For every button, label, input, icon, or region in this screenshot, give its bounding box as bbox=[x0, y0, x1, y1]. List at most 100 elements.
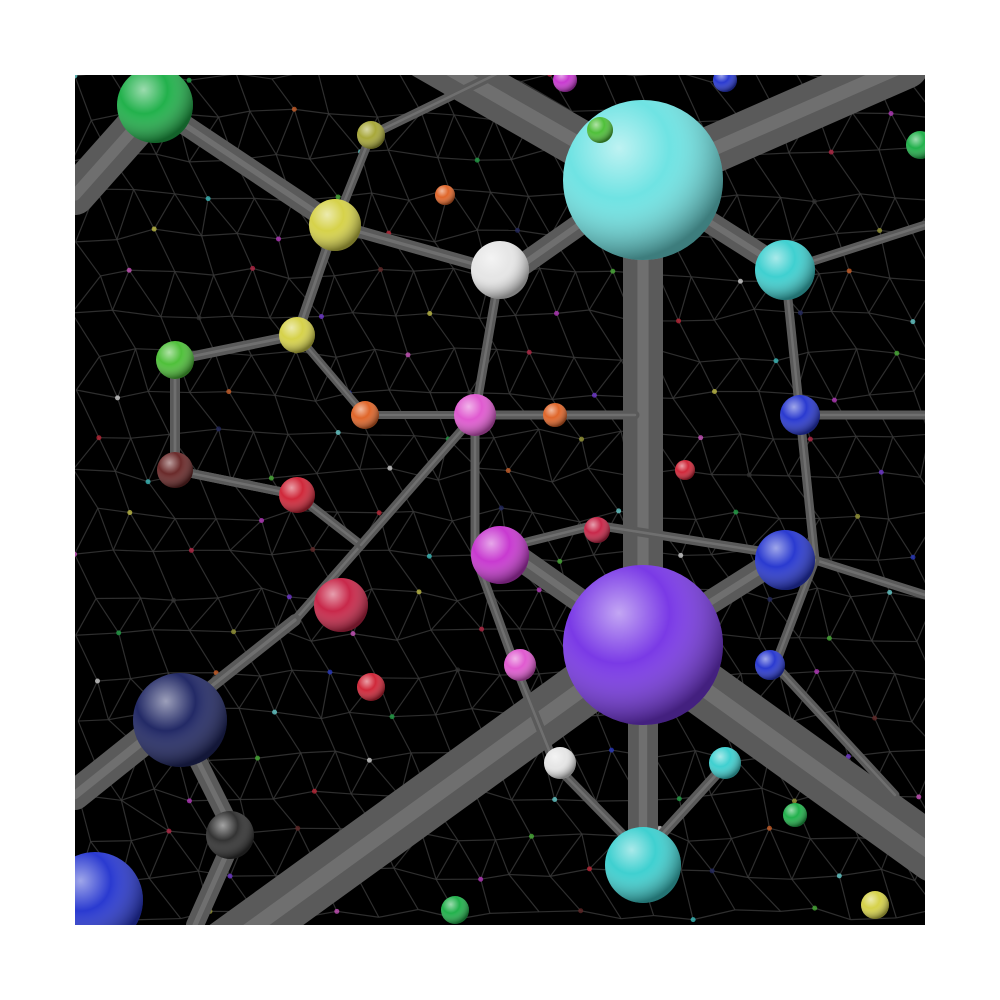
mesh-edge bbox=[228, 391, 255, 433]
mesh-edge bbox=[429, 347, 455, 393]
mesh-edge bbox=[713, 391, 741, 435]
mesh-edge bbox=[147, 481, 176, 519]
mesh-edge bbox=[818, 273, 833, 312]
mesh-edge bbox=[736, 760, 763, 789]
node-maroon-shading bbox=[157, 452, 193, 488]
mesh-edge bbox=[480, 873, 510, 880]
mesh-edge bbox=[796, 393, 835, 401]
mesh-edge bbox=[309, 113, 330, 160]
mesh-edge bbox=[272, 752, 302, 800]
mesh-edge bbox=[493, 428, 539, 439]
mesh-edge bbox=[328, 113, 362, 153]
mesh-edge bbox=[173, 599, 191, 631]
node-orange-tiny-shading bbox=[435, 185, 455, 205]
mesh-edge bbox=[357, 550, 373, 590]
mesh-vertex bbox=[335, 194, 341, 200]
mesh-edge bbox=[736, 194, 752, 239]
mesh-edge bbox=[413, 267, 454, 272]
node-red-tiny-shading bbox=[675, 460, 695, 480]
mesh-edge bbox=[555, 313, 575, 358]
mesh-edge bbox=[813, 201, 837, 234]
mesh-edge bbox=[160, 316, 200, 319]
mesh-edge bbox=[435, 840, 459, 880]
mesh-edge bbox=[114, 471, 131, 513]
rod-highlight bbox=[359, 413, 477, 547]
mesh-vertex bbox=[272, 709, 278, 715]
mesh-edge bbox=[75, 634, 99, 682]
mesh-edge bbox=[253, 431, 272, 479]
mesh-edge bbox=[250, 355, 276, 396]
mesh-edge bbox=[352, 312, 376, 350]
mesh-edge bbox=[428, 520, 453, 557]
mesh-edge bbox=[371, 588, 398, 641]
mesh-edge bbox=[874, 717, 912, 723]
mesh-edge bbox=[277, 238, 290, 279]
mesh-edge bbox=[147, 391, 170, 435]
node-red-shading bbox=[279, 477, 315, 513]
mesh-edge bbox=[711, 433, 741, 475]
node-white-shading bbox=[471, 241, 529, 299]
mesh-edge bbox=[153, 549, 192, 553]
mesh-edge bbox=[879, 147, 911, 151]
mesh-vertex bbox=[366, 757, 372, 763]
mesh-edge bbox=[453, 347, 471, 393]
mesh-edge bbox=[121, 799, 170, 832]
mesh-edge bbox=[889, 592, 918, 642]
mesh-edge bbox=[335, 357, 350, 394]
mesh-edge bbox=[349, 711, 393, 718]
mesh-edge bbox=[552, 394, 595, 401]
mesh-edge bbox=[114, 437, 132, 472]
mesh-edge bbox=[527, 196, 552, 236]
node-olive-shading bbox=[357, 121, 385, 149]
mesh-vertex bbox=[709, 868, 715, 874]
mesh-edge bbox=[890, 112, 925, 118]
mesh-edge bbox=[454, 114, 495, 121]
mesh-edge bbox=[828, 596, 852, 639]
mesh-edge bbox=[769, 587, 818, 601]
mesh-vertex bbox=[479, 626, 485, 632]
node-blue-large-shading bbox=[755, 530, 815, 590]
mesh-edge bbox=[293, 109, 311, 160]
mesh-edge bbox=[153, 788, 190, 802]
mesh-edge bbox=[388, 200, 410, 234]
mesh-edge bbox=[892, 433, 925, 438]
mesh-edge bbox=[817, 587, 852, 598]
mesh-edge bbox=[690, 276, 715, 321]
mesh-edge bbox=[758, 599, 771, 639]
mesh-edge bbox=[819, 515, 858, 520]
mesh-edge bbox=[588, 868, 622, 920]
mesh-edge bbox=[778, 673, 793, 722]
node-crimson-shading bbox=[314, 578, 368, 632]
node-white-small-shading bbox=[544, 747, 576, 779]
mesh-edge bbox=[740, 433, 774, 440]
mesh-edge bbox=[654, 750, 696, 758]
mesh-vertex bbox=[766, 825, 772, 831]
mesh-edge bbox=[134, 348, 149, 392]
mesh-edge bbox=[318, 75, 330, 114]
node-pink-small-shading bbox=[504, 649, 536, 681]
node-blue-small-shading bbox=[755, 650, 785, 680]
mesh-vertex bbox=[75, 551, 78, 557]
mesh-edge bbox=[700, 433, 741, 439]
mesh-edge bbox=[218, 428, 232, 482]
mesh-edge bbox=[96, 188, 118, 240]
mesh-edge bbox=[387, 112, 422, 151]
mesh-edge bbox=[914, 880, 925, 896]
mesh-edge bbox=[680, 869, 694, 920]
mesh-edge bbox=[516, 196, 529, 231]
mesh-edge bbox=[519, 589, 540, 630]
mesh-edge bbox=[368, 759, 401, 797]
mesh-vertex bbox=[311, 788, 317, 794]
mesh-edge bbox=[140, 597, 174, 601]
rod bbox=[795, 410, 820, 565]
mesh-edge bbox=[238, 675, 261, 709]
mesh-edge bbox=[236, 233, 254, 269]
node-cyan-shading bbox=[755, 240, 815, 300]
mesh-edge bbox=[761, 787, 795, 802]
mesh-edge bbox=[295, 350, 316, 402]
mesh-edge bbox=[581, 833, 591, 870]
mesh-edge bbox=[120, 800, 132, 841]
rod-highlight bbox=[369, 75, 498, 137]
mesh-vertex bbox=[291, 106, 297, 112]
mesh-edge bbox=[96, 680, 110, 720]
